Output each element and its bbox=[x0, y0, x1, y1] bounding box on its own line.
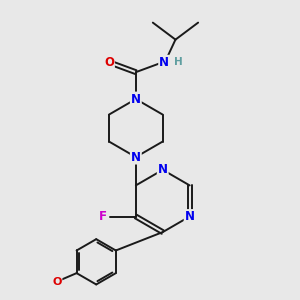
Text: N: N bbox=[158, 163, 168, 176]
Text: F: F bbox=[99, 210, 107, 223]
Text: N: N bbox=[131, 151, 141, 164]
Text: N: N bbox=[131, 92, 141, 106]
Text: N: N bbox=[159, 56, 169, 69]
Text: N: N bbox=[184, 210, 195, 223]
Text: H: H bbox=[174, 57, 183, 67]
Text: O: O bbox=[52, 277, 62, 286]
Text: O: O bbox=[104, 56, 114, 69]
